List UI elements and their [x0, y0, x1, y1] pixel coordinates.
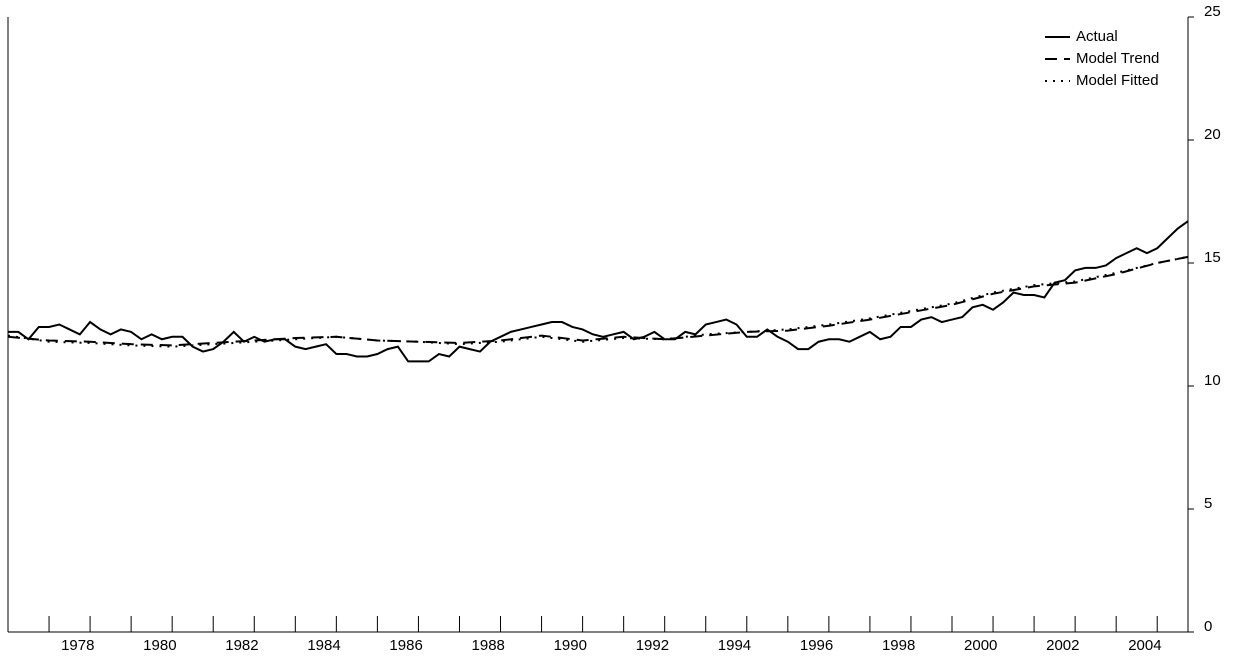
x-tick-label: 1980 [143, 637, 176, 654]
series-line [8, 220, 1189, 363]
x-tick-label: 1990 [554, 637, 587, 654]
x-tick-label: 1998 [882, 637, 915, 654]
legend-label: Model Trend [1076, 50, 1159, 67]
x-tick-label: 1996 [800, 637, 833, 654]
x-tick-label: 1994 [718, 637, 751, 654]
series-line [7, 255, 1189, 348]
y-tick-label: 15 [1204, 249, 1221, 266]
x-tick-label: 2004 [1128, 637, 1161, 654]
y-tick-label: 10 [1204, 372, 1221, 389]
x-tick-label: 1982 [225, 637, 258, 654]
x-tick-label: 1984 [307, 637, 340, 654]
legend-label: Model Fitted [1076, 72, 1159, 89]
y-tick-label: 20 [1204, 126, 1221, 143]
y-tick-label: 25 [1204, 3, 1221, 20]
legend-label: Actual [1076, 28, 1118, 45]
series-line [7, 255, 1189, 347]
x-tick-label: 1988 [472, 637, 505, 654]
x-tick-label: 1986 [389, 637, 422, 654]
x-tick-label: 2002 [1046, 637, 1079, 654]
y-tick-label: 5 [1204, 495, 1212, 512]
x-tick-label: 2000 [964, 637, 997, 654]
x-tick-label: 1978 [61, 637, 94, 654]
x-tick-label: 1992 [636, 637, 669, 654]
y-tick-label: 0 [1204, 618, 1212, 635]
